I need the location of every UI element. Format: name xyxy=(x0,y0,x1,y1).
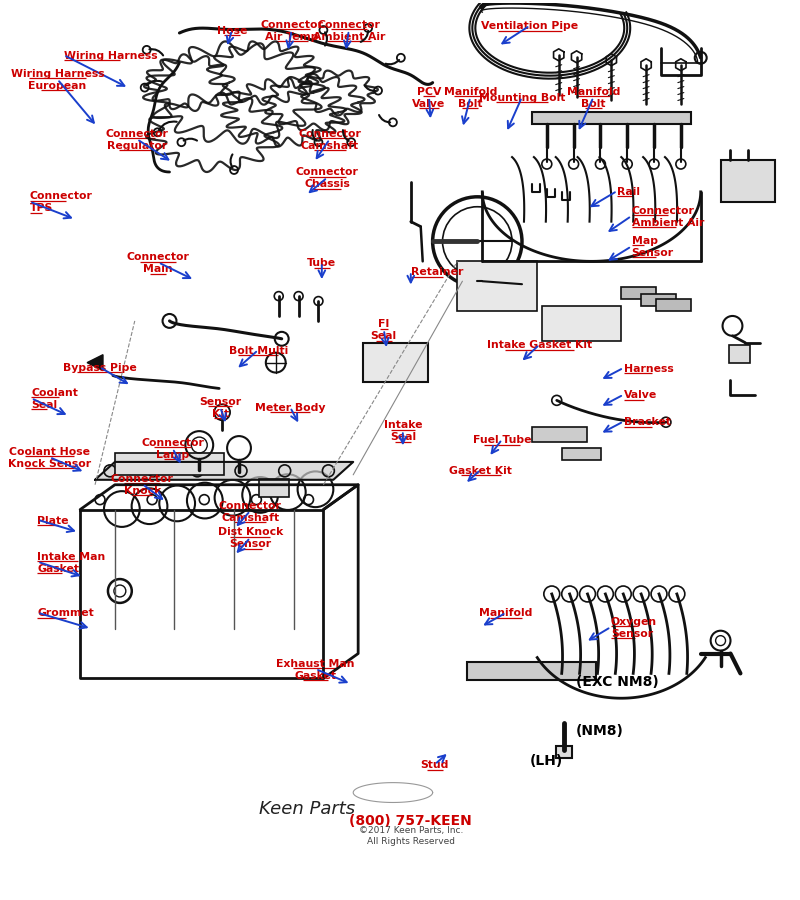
Text: Sensor: Sensor xyxy=(611,629,653,639)
Text: Connector: Connector xyxy=(296,167,359,177)
Text: Air Temp: Air Temp xyxy=(265,32,318,41)
Text: ©2017 Keen Parts, Inc.
All Rights Reserved: ©2017 Keen Parts, Inc. All Rights Reserv… xyxy=(358,826,463,846)
Text: Valve: Valve xyxy=(624,391,657,401)
Text: Dist Knock: Dist Knock xyxy=(218,527,283,537)
Text: Retainer: Retainer xyxy=(410,267,463,277)
Text: PCV: PCV xyxy=(417,87,442,97)
Text: Seal: Seal xyxy=(390,432,416,442)
Text: Rail: Rail xyxy=(618,186,640,197)
Text: Mounting Bolt: Mounting Bolt xyxy=(479,93,565,103)
Text: Coolant Hose: Coolant Hose xyxy=(9,447,90,457)
Text: Main: Main xyxy=(143,265,173,274)
Text: Connector: Connector xyxy=(126,252,190,262)
Text: Lamp: Lamp xyxy=(156,450,189,460)
Polygon shape xyxy=(95,462,353,480)
Text: Hose: Hose xyxy=(217,26,247,36)
Text: Valve: Valve xyxy=(413,99,446,109)
Text: Manifold: Manifold xyxy=(479,608,533,618)
Text: Chassis: Chassis xyxy=(305,179,350,189)
Text: Harness: Harness xyxy=(624,364,674,374)
Text: Sensor: Sensor xyxy=(199,397,242,407)
Text: Bolt: Bolt xyxy=(458,99,482,109)
Bar xyxy=(562,448,602,460)
Text: Connector: Connector xyxy=(298,129,362,139)
Bar xyxy=(542,306,622,341)
Text: Connector: Connector xyxy=(141,438,204,448)
Text: Connector: Connector xyxy=(260,20,323,30)
Text: Exhaust Man: Exhaust Man xyxy=(276,659,354,669)
Text: Intake Man: Intake Man xyxy=(38,552,106,562)
Text: Ambient Air: Ambient Air xyxy=(313,32,385,41)
Text: Ventilation Pipe: Ventilation Pipe xyxy=(482,22,578,32)
Bar xyxy=(363,343,428,382)
Text: Stud: Stud xyxy=(421,760,449,770)
Text: (LH): (LH) xyxy=(530,754,563,768)
Text: Grommet: Grommet xyxy=(38,608,94,618)
Text: Camshaft: Camshaft xyxy=(301,141,359,151)
Text: Kit: Kit xyxy=(211,409,229,419)
Bar xyxy=(641,294,676,306)
Text: Connector: Connector xyxy=(219,500,282,510)
Text: Regulator: Regulator xyxy=(106,141,167,151)
Text: TPS: TPS xyxy=(30,203,53,213)
Text: Connector: Connector xyxy=(632,206,694,216)
Bar xyxy=(532,428,586,442)
Bar xyxy=(115,453,224,475)
Text: (EXC NM8): (EXC NM8) xyxy=(576,675,658,689)
Text: Bolt Multi: Bolt Multi xyxy=(229,346,288,356)
Text: Keen Parts: Keen Parts xyxy=(259,800,355,818)
Bar xyxy=(467,662,597,680)
Text: Wiring Harness: Wiring Harness xyxy=(64,51,158,61)
Text: Manifold: Manifold xyxy=(566,87,620,97)
Text: Gasket: Gasket xyxy=(294,670,337,680)
Text: Coolant: Coolant xyxy=(31,388,78,398)
Text: (NM8): (NM8) xyxy=(576,724,624,739)
Text: Bolt: Bolt xyxy=(582,99,606,109)
Bar xyxy=(622,287,656,299)
Text: Knock: Knock xyxy=(124,486,161,496)
Text: Connector: Connector xyxy=(106,129,168,139)
Text: Map: Map xyxy=(632,236,658,246)
Text: Meter Body: Meter Body xyxy=(254,403,326,413)
Bar xyxy=(259,479,289,497)
Text: Seal: Seal xyxy=(370,331,397,341)
Text: Camshaft: Camshaft xyxy=(222,513,279,523)
Text: European: European xyxy=(28,81,86,91)
Text: Ambient Air: Ambient Air xyxy=(632,218,704,228)
Text: Manifold: Manifold xyxy=(444,87,497,97)
Text: Connector: Connector xyxy=(318,20,380,30)
Text: Connector: Connector xyxy=(30,192,92,202)
Text: Oxygen: Oxygen xyxy=(611,616,657,626)
Text: Plate: Plate xyxy=(38,516,69,526)
Text: Fuel Tube: Fuel Tube xyxy=(473,435,531,446)
Text: Bypass Pipe: Bypass Pipe xyxy=(62,363,136,373)
Bar xyxy=(532,112,690,124)
Text: Gasket Kit: Gasket Kit xyxy=(450,465,512,475)
Text: Sensor: Sensor xyxy=(632,248,674,258)
Bar xyxy=(656,299,690,311)
Bar xyxy=(729,345,750,363)
Text: Tube: Tube xyxy=(307,258,336,268)
Bar xyxy=(556,746,572,758)
Text: Gasket: Gasket xyxy=(38,563,79,573)
Bar xyxy=(721,160,775,202)
Bar xyxy=(458,261,537,311)
Text: Bracket: Bracket xyxy=(624,418,670,428)
Text: Intake: Intake xyxy=(383,420,422,430)
Text: Knock Sensor: Knock Sensor xyxy=(8,459,91,469)
Text: Intake Gasket Kit: Intake Gasket Kit xyxy=(487,340,592,350)
Text: FI: FI xyxy=(378,320,390,329)
Text: Seal: Seal xyxy=(31,400,58,410)
Text: (800) 757-KEEN: (800) 757-KEEN xyxy=(350,814,472,828)
Text: Connector: Connector xyxy=(111,473,174,484)
Text: Sensor: Sensor xyxy=(230,539,271,549)
Text: Wiring Harness: Wiring Harness xyxy=(10,69,104,79)
Polygon shape xyxy=(87,355,103,371)
